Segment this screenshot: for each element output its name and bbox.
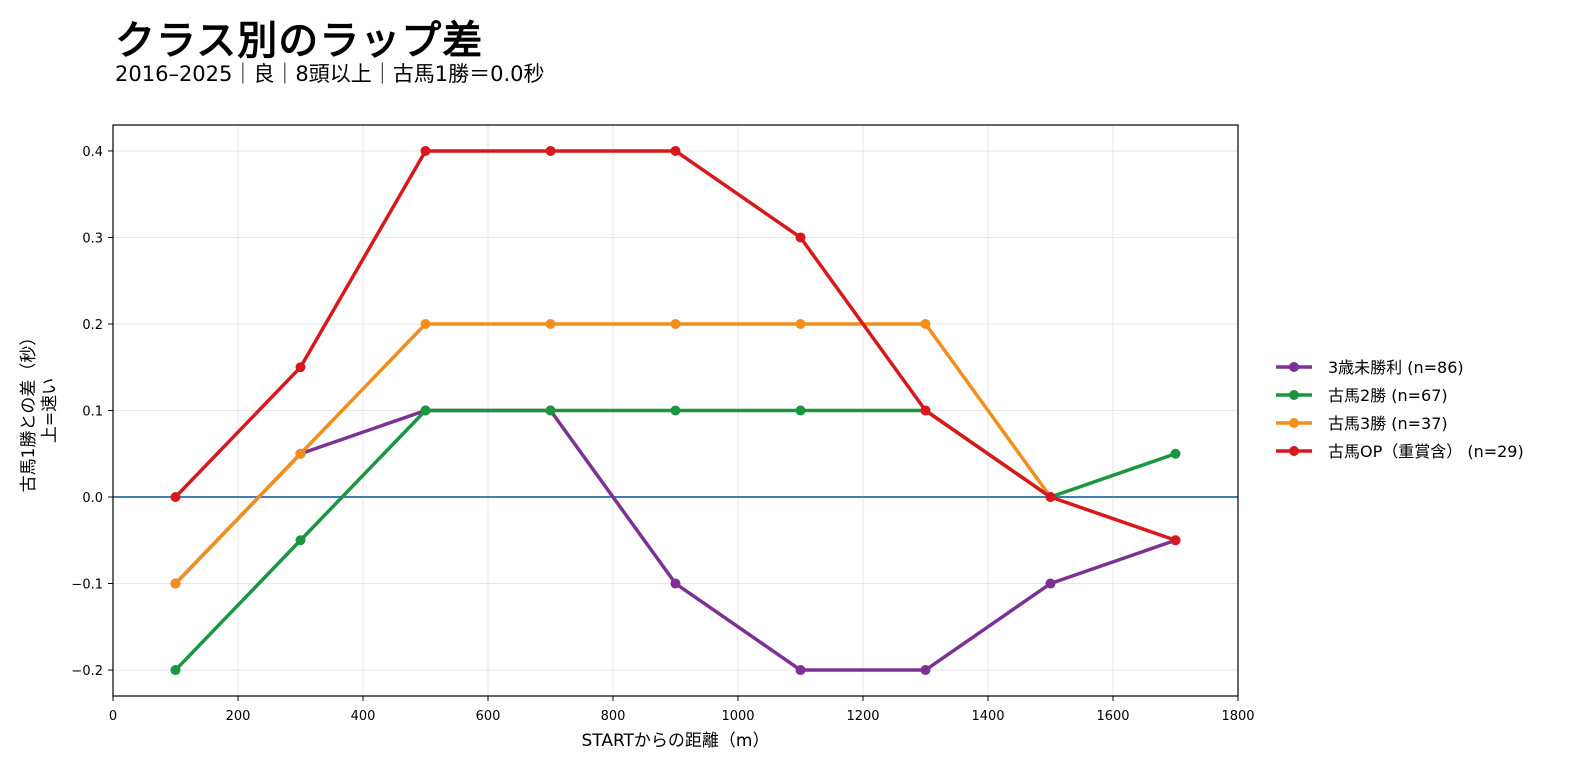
- legend-item: 古馬3勝 (n=37): [1276, 414, 1448, 433]
- y-axis-label: 古馬1勝との差（秒） 上=速い: [19, 329, 60, 493]
- y-tick-label: −0.1: [71, 578, 103, 593]
- series-0: [170, 405, 1181, 676]
- data-point: [795, 318, 806, 329]
- data-point: [1170, 448, 1181, 459]
- legend-swatch-marker: [1289, 446, 1299, 456]
- chart-subtitle: 2016–2025｜良｜8頭以上｜古馬1勝＝0.0秒: [115, 62, 545, 86]
- y-tick-label: 0.3: [82, 231, 103, 246]
- data-point: [795, 232, 806, 243]
- y-axis-ticks: −0.2 −0.1 0.0 0.1 0.2 0.3 0.4: [71, 145, 113, 679]
- data-point: [670, 318, 681, 329]
- series-line: [173, 408, 1178, 672]
- data-point: [420, 145, 431, 156]
- legend-swatch-marker: [1289, 362, 1299, 372]
- legend-swatch-marker: [1289, 418, 1299, 428]
- x-tick-label: 1800: [1221, 709, 1254, 724]
- x-axis-ticks: 0 200 400 600 800 1000 1200 1400 1600 1800: [109, 696, 1255, 724]
- data-point: [670, 578, 681, 589]
- y-tick-label: 0.0: [82, 491, 103, 506]
- data-point: [295, 448, 306, 459]
- x-tick-label: 1400: [971, 709, 1004, 724]
- legend-item: 古馬2勝 (n=67): [1276, 386, 1448, 405]
- data-point: [1170, 535, 1181, 546]
- x-tick-label: 0: [109, 709, 117, 724]
- data-point: [795, 405, 806, 416]
- series-line: [173, 322, 1053, 586]
- x-tick-label: 400: [351, 709, 376, 724]
- data-point: [420, 318, 431, 329]
- legend-swatch-marker: [1289, 390, 1299, 400]
- data-point: [1045, 492, 1056, 503]
- data-point: [545, 145, 556, 156]
- y-tick-label: 0.1: [82, 405, 103, 420]
- x-tick-label: 1000: [721, 709, 754, 724]
- data-point: [670, 145, 681, 156]
- x-tick-label: 1600: [1096, 709, 1129, 724]
- data-point: [170, 492, 181, 503]
- x-tick-label: 600: [476, 709, 501, 724]
- y-tick-label: −0.2: [71, 664, 103, 679]
- y-axis-label-line1: 古馬1勝との差（秒）: [19, 329, 39, 493]
- data-point: [545, 405, 556, 416]
- data-point: [920, 405, 931, 416]
- legend-item: 古馬OP（重賞含） (n=29): [1276, 442, 1524, 461]
- legend-label: 3歳未勝利 (n=86): [1328, 358, 1464, 377]
- data-point: [920, 318, 931, 329]
- legend-item: 3歳未勝利 (n=86): [1276, 358, 1464, 377]
- series-lines: [170, 145, 1181, 676]
- data-point: [795, 665, 806, 676]
- y-tick-label: 0.4: [82, 145, 103, 160]
- chart-title: クラス別のラップ差: [115, 18, 484, 64]
- data-point: [1045, 578, 1056, 589]
- series-line: [173, 408, 1178, 672]
- data-point: [920, 665, 931, 676]
- x-tick-label: 200: [226, 709, 251, 724]
- legend-label: 古馬OP（重賞含） (n=29): [1328, 442, 1524, 461]
- y-tick-label: 0.2: [82, 318, 103, 333]
- data-point: [420, 405, 431, 416]
- x-tick-label: 1200: [846, 709, 879, 724]
- data-point: [170, 665, 181, 676]
- data-point: [670, 405, 681, 416]
- data-point: [295, 535, 306, 546]
- x-axis-label: STARTからの距離（m）: [581, 731, 769, 751]
- data-point: [545, 318, 556, 329]
- data-point: [295, 362, 306, 373]
- series-line: [173, 149, 1178, 543]
- y-axis-label-line2: 上=速い: [40, 378, 60, 443]
- data-point: [170, 578, 181, 589]
- series-3: [170, 145, 1181, 546]
- legend-label: 古馬2勝 (n=67): [1328, 386, 1448, 405]
- legend-label: 古馬3勝 (n=37): [1328, 414, 1448, 433]
- legend: 3歳未勝利 (n=86) 古馬2勝 (n=67) 古馬3勝 (n=37) 古馬OP（重…: [1276, 358, 1524, 461]
- x-tick-label: 800: [601, 709, 626, 724]
